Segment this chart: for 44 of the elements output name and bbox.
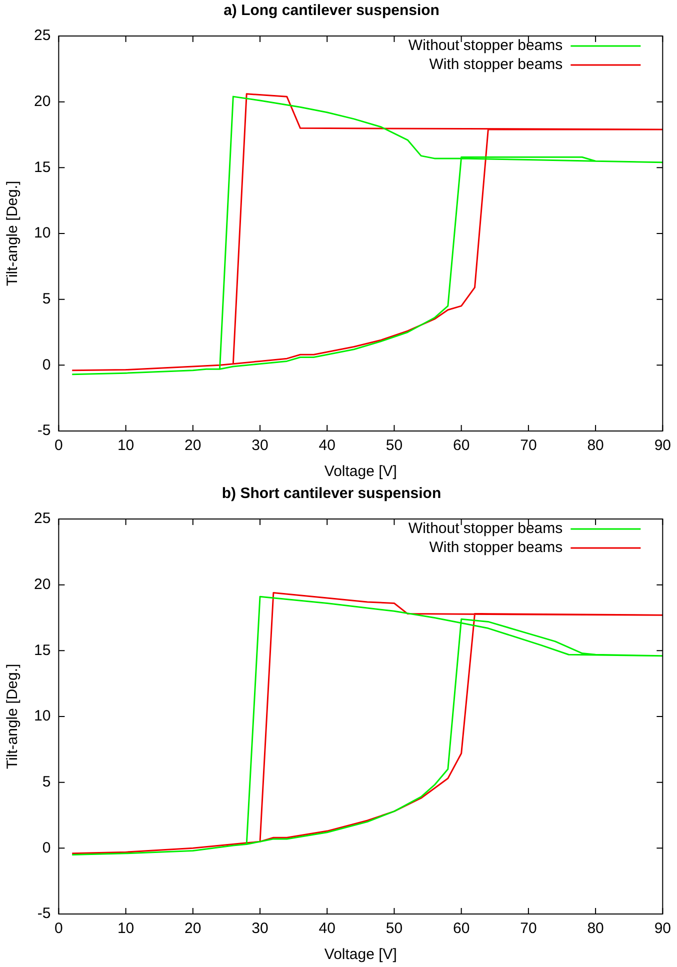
chart-title: a) Long cantilever suspension xyxy=(224,2,440,20)
x-tick-label: 10 xyxy=(117,437,134,454)
y-tick-label: 0 xyxy=(42,356,51,374)
y-tick-label: 20 xyxy=(34,92,51,110)
y-tick-label: 15 xyxy=(34,158,51,176)
x-tick-label: 10 xyxy=(117,920,134,938)
x-tick-label: 70 xyxy=(520,920,537,938)
x-axis-title: Voltage [V] xyxy=(324,946,397,964)
x-tick-label: 80 xyxy=(587,437,604,454)
y-tick-label: -5 xyxy=(37,422,51,440)
x-tick-label: 60 xyxy=(452,920,470,938)
x-tick-label: 80 xyxy=(587,920,604,938)
y-axis-title: Tilt-angle [Deg.] xyxy=(4,180,22,286)
y-tick-label: 10 xyxy=(34,708,51,725)
x-tick-label: 50 xyxy=(386,437,403,454)
x-tick-label: 40 xyxy=(318,920,336,938)
chart-title: b) Short cantilever suspension xyxy=(222,485,442,502)
y-tick-label: 20 xyxy=(34,576,51,593)
x-tick-label: 90 xyxy=(654,437,671,454)
y-tick-label: 25 xyxy=(34,27,51,44)
y-tick-label: 5 xyxy=(42,773,51,790)
x-tick-label: 0 xyxy=(54,437,63,454)
y-tick-label: -5 xyxy=(37,905,51,922)
legend-label: With stopper beams xyxy=(429,539,563,556)
x-tick-label: 20 xyxy=(184,920,202,938)
x-tick-label: 50 xyxy=(386,920,403,938)
y-tick-label: 15 xyxy=(34,642,51,659)
y-tick-label: 25 xyxy=(34,510,51,528)
x-tick-label: 60 xyxy=(452,437,470,454)
legend-label: Without stopper beams xyxy=(408,520,563,538)
y-tick-label: 0 xyxy=(42,839,51,856)
x-tick-label: 30 xyxy=(252,437,268,454)
x-tick-label: 30 xyxy=(252,920,268,938)
x-tick-label: 90 xyxy=(654,920,671,938)
x-tick-label: 40 xyxy=(318,437,336,454)
legend-label: Without stopper beams xyxy=(408,37,563,54)
x-tick-label: 20 xyxy=(184,437,202,454)
x-tick-label: 70 xyxy=(520,437,537,454)
legend-label: With stopper beams xyxy=(429,56,563,74)
y-axis-title: Tilt-angle [Deg.] xyxy=(4,664,22,770)
x-axis-title: Voltage [V] xyxy=(324,463,397,480)
y-tick-label: 10 xyxy=(34,224,51,242)
y-tick-label: 5 xyxy=(42,290,51,308)
x-tick-label: 0 xyxy=(54,920,63,938)
